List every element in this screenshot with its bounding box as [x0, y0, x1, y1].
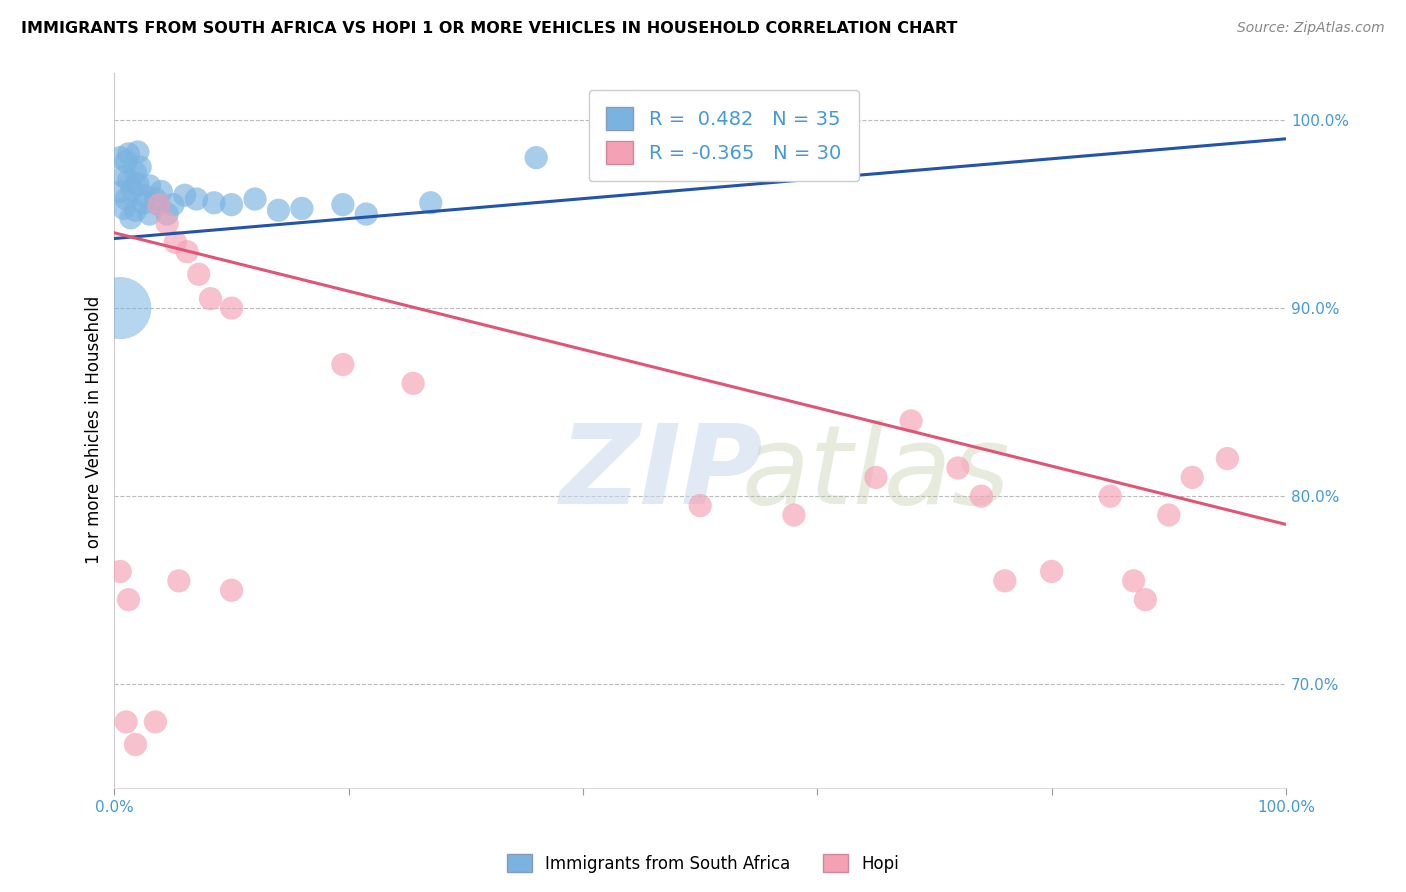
- Point: [202, 195, 225, 210]
- Point: [124, 738, 146, 752]
- Point: [221, 301, 243, 315]
- Point: [332, 197, 354, 211]
- Point: [132, 195, 155, 210]
- Point: [115, 714, 138, 729]
- Point: [138, 207, 160, 221]
- Point: [221, 197, 243, 211]
- Point: [124, 203, 146, 218]
- Point: [332, 358, 354, 372]
- Text: ZIP: ZIP: [560, 420, 763, 527]
- Point: [129, 160, 152, 174]
- Point: [419, 195, 441, 210]
- Point: [946, 461, 969, 475]
- Legend: R =  0.482   N = 35, R = -0.365   N = 30: R = 0.482 N = 35, R = -0.365 N = 30: [589, 90, 859, 181]
- Point: [162, 197, 184, 211]
- Point: [1135, 592, 1157, 607]
- Point: [124, 166, 146, 180]
- Point: [1099, 489, 1122, 503]
- Point: [291, 202, 314, 216]
- Point: [1181, 470, 1204, 484]
- Point: [176, 244, 198, 259]
- Point: [112, 202, 135, 216]
- Point: [117, 146, 139, 161]
- Point: [127, 177, 149, 191]
- Point: [148, 197, 170, 211]
- Point: [1040, 565, 1063, 579]
- Point: [865, 470, 887, 484]
- Y-axis label: 1 or more Vehicles in Household: 1 or more Vehicles in Household: [86, 296, 103, 565]
- Point: [524, 151, 547, 165]
- Point: [267, 203, 290, 218]
- Text: atlas: atlas: [741, 420, 1010, 527]
- Point: [900, 414, 922, 428]
- Point: [145, 192, 167, 206]
- Point: [115, 192, 138, 206]
- Point: [110, 185, 132, 199]
- Point: [148, 197, 170, 211]
- Point: [110, 565, 132, 579]
- Legend: Immigrants from South Africa, Hopi: Immigrants from South Africa, Hopi: [501, 847, 905, 880]
- Point: [167, 574, 190, 588]
- Point: [138, 178, 160, 193]
- Point: [145, 714, 167, 729]
- Point: [783, 508, 806, 522]
- Point: [127, 145, 149, 159]
- Point: [132, 188, 155, 202]
- Point: [186, 192, 208, 206]
- Point: [689, 499, 711, 513]
- Point: [110, 301, 132, 315]
- Point: [221, 583, 243, 598]
- Point: [1216, 451, 1239, 466]
- Point: [970, 489, 993, 503]
- Point: [156, 217, 179, 231]
- Point: [110, 151, 132, 165]
- Point: [112, 169, 135, 184]
- Point: [117, 592, 139, 607]
- Point: [150, 185, 173, 199]
- Point: [200, 292, 222, 306]
- Point: [402, 376, 425, 391]
- Point: [173, 188, 195, 202]
- Point: [356, 207, 378, 221]
- Point: [243, 192, 266, 206]
- Text: IMMIGRANTS FROM SOUTH AFRICA VS HOPI 1 OR MORE VEHICLES IN HOUSEHOLD CORRELATION: IMMIGRANTS FROM SOUTH AFRICA VS HOPI 1 O…: [21, 21, 957, 36]
- Point: [121, 183, 143, 197]
- Point: [187, 267, 209, 281]
- Point: [165, 235, 187, 250]
- Point: [117, 173, 139, 187]
- Point: [156, 207, 179, 221]
- Text: Source: ZipAtlas.com: Source: ZipAtlas.com: [1237, 21, 1385, 35]
- Point: [994, 574, 1017, 588]
- Point: [120, 211, 142, 225]
- Point: [115, 154, 138, 169]
- Point: [1122, 574, 1144, 588]
- Point: [1157, 508, 1180, 522]
